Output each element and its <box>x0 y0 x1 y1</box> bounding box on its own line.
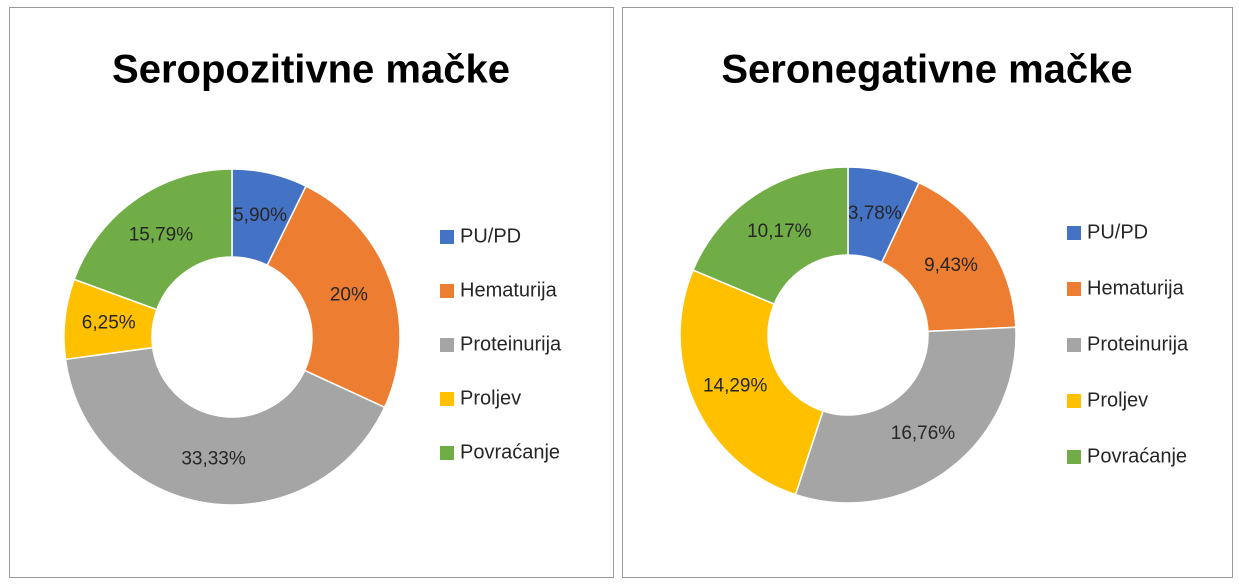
legend-swatch <box>440 392 454 406</box>
legend-swatch <box>440 338 454 352</box>
data-label: 3,78% <box>848 203 902 224</box>
donut-segment <box>679 269 824 496</box>
data-label: 9,43% <box>924 255 978 276</box>
legend-label: Povraćanje <box>1087 445 1187 467</box>
legend-swatch <box>1067 338 1081 352</box>
legend-label: Proljev <box>460 387 521 409</box>
data-label: 33,33% <box>181 449 246 470</box>
legend-label: Hematurija <box>1087 277 1185 299</box>
chart-title: Seronegativne mačke <box>721 48 1132 92</box>
legend-label: PU/PD <box>460 225 521 247</box>
legend-label: PU/PD <box>1087 221 1148 243</box>
data-label: 5,90% <box>233 205 287 226</box>
legend-swatch <box>440 230 454 244</box>
legend-label: Proteinurija <box>1087 333 1189 355</box>
legend-swatch <box>440 446 454 460</box>
donut-segment <box>880 181 1017 333</box>
legend-swatch <box>1067 226 1081 240</box>
legend-label: Hematurija <box>460 279 558 301</box>
data-label: 14,29% <box>703 375 768 396</box>
donut-segment <box>266 185 401 409</box>
legend-label: Proteinurija <box>460 333 562 355</box>
data-label: 16,76% <box>891 423 956 444</box>
data-label: 6,25% <box>82 313 136 334</box>
donut-segment <box>794 326 1017 504</box>
data-label: 10,17% <box>747 221 812 242</box>
legend-swatch <box>1067 282 1081 296</box>
chart-title: Seropozitivne mačke <box>112 48 510 92</box>
legend-label: Povraćanje <box>460 441 560 463</box>
legend-swatch <box>1067 394 1081 408</box>
donut-segment <box>64 346 386 506</box>
data-label: 15,79% <box>129 224 194 245</box>
legend-label: Proljev <box>1087 389 1148 411</box>
donut-segment <box>73 168 233 311</box>
donut-segment <box>692 166 849 306</box>
data-label: 20% <box>330 284 368 305</box>
legend-swatch <box>440 284 454 298</box>
legend-swatch <box>1067 450 1081 464</box>
